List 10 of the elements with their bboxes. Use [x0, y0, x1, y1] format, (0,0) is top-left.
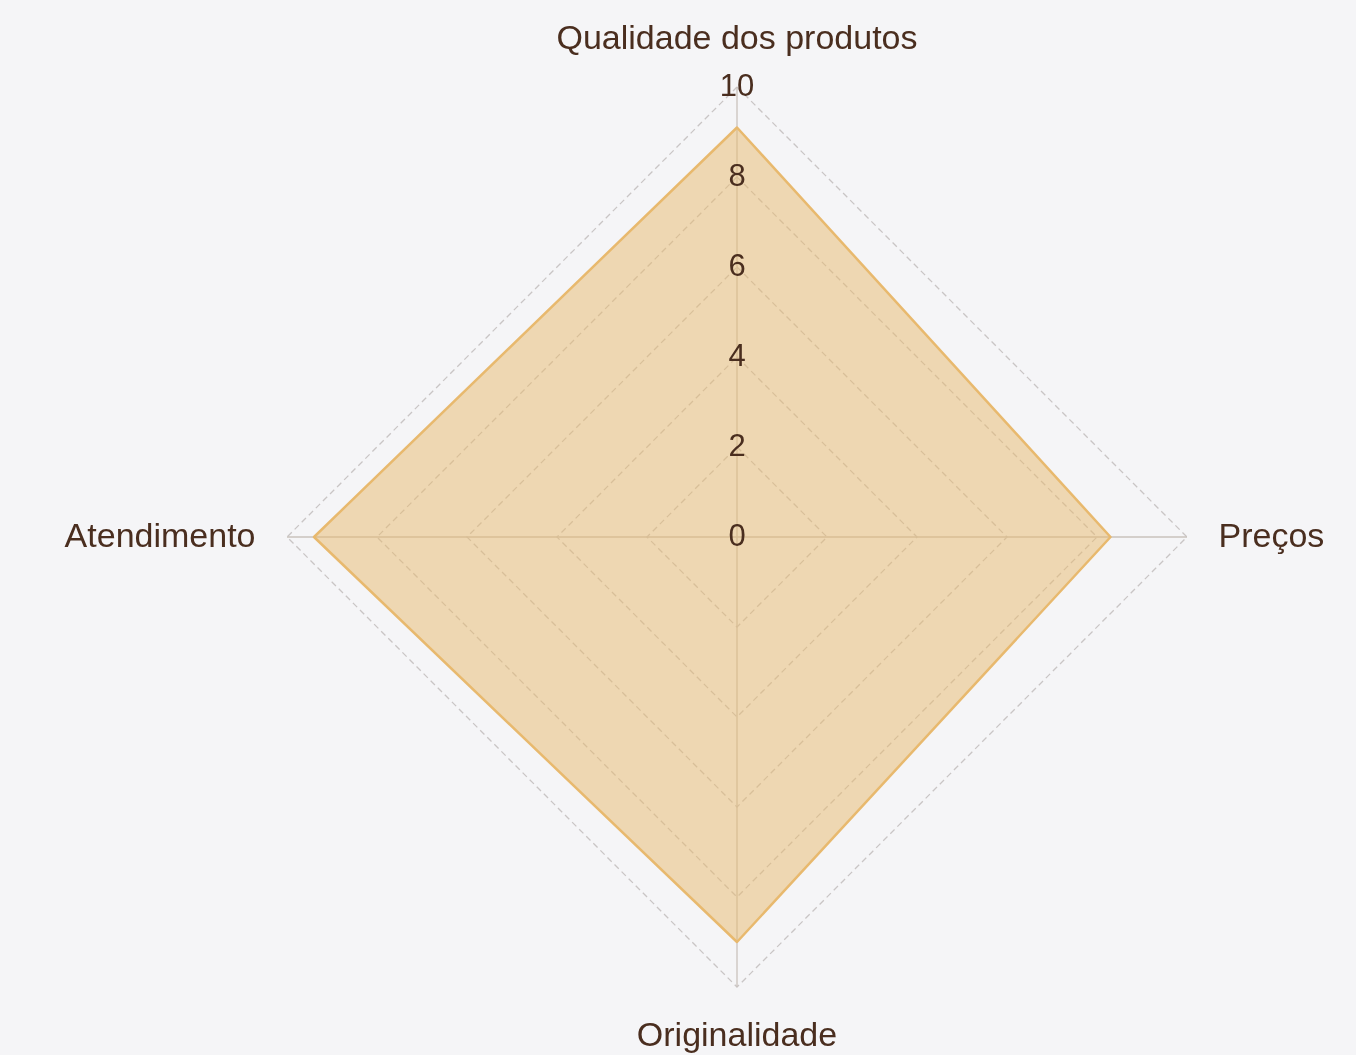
y-tick-label: 8: [728, 158, 746, 193]
spoke-label: Atendimento: [64, 516, 256, 554]
y-tick-label: 4: [728, 338, 746, 373]
spoke-label: Originalidade: [636, 1014, 838, 1053]
y-tick-label: 10: [719, 68, 755, 103]
spoke-label: Qualidade dos produtos: [556, 17, 918, 56]
y-tick-label: 6: [728, 248, 746, 283]
y-tick-label: 0: [728, 518, 746, 553]
y-tick-label: 2: [728, 428, 746, 463]
spoke-label: Preços: [1218, 516, 1325, 554]
